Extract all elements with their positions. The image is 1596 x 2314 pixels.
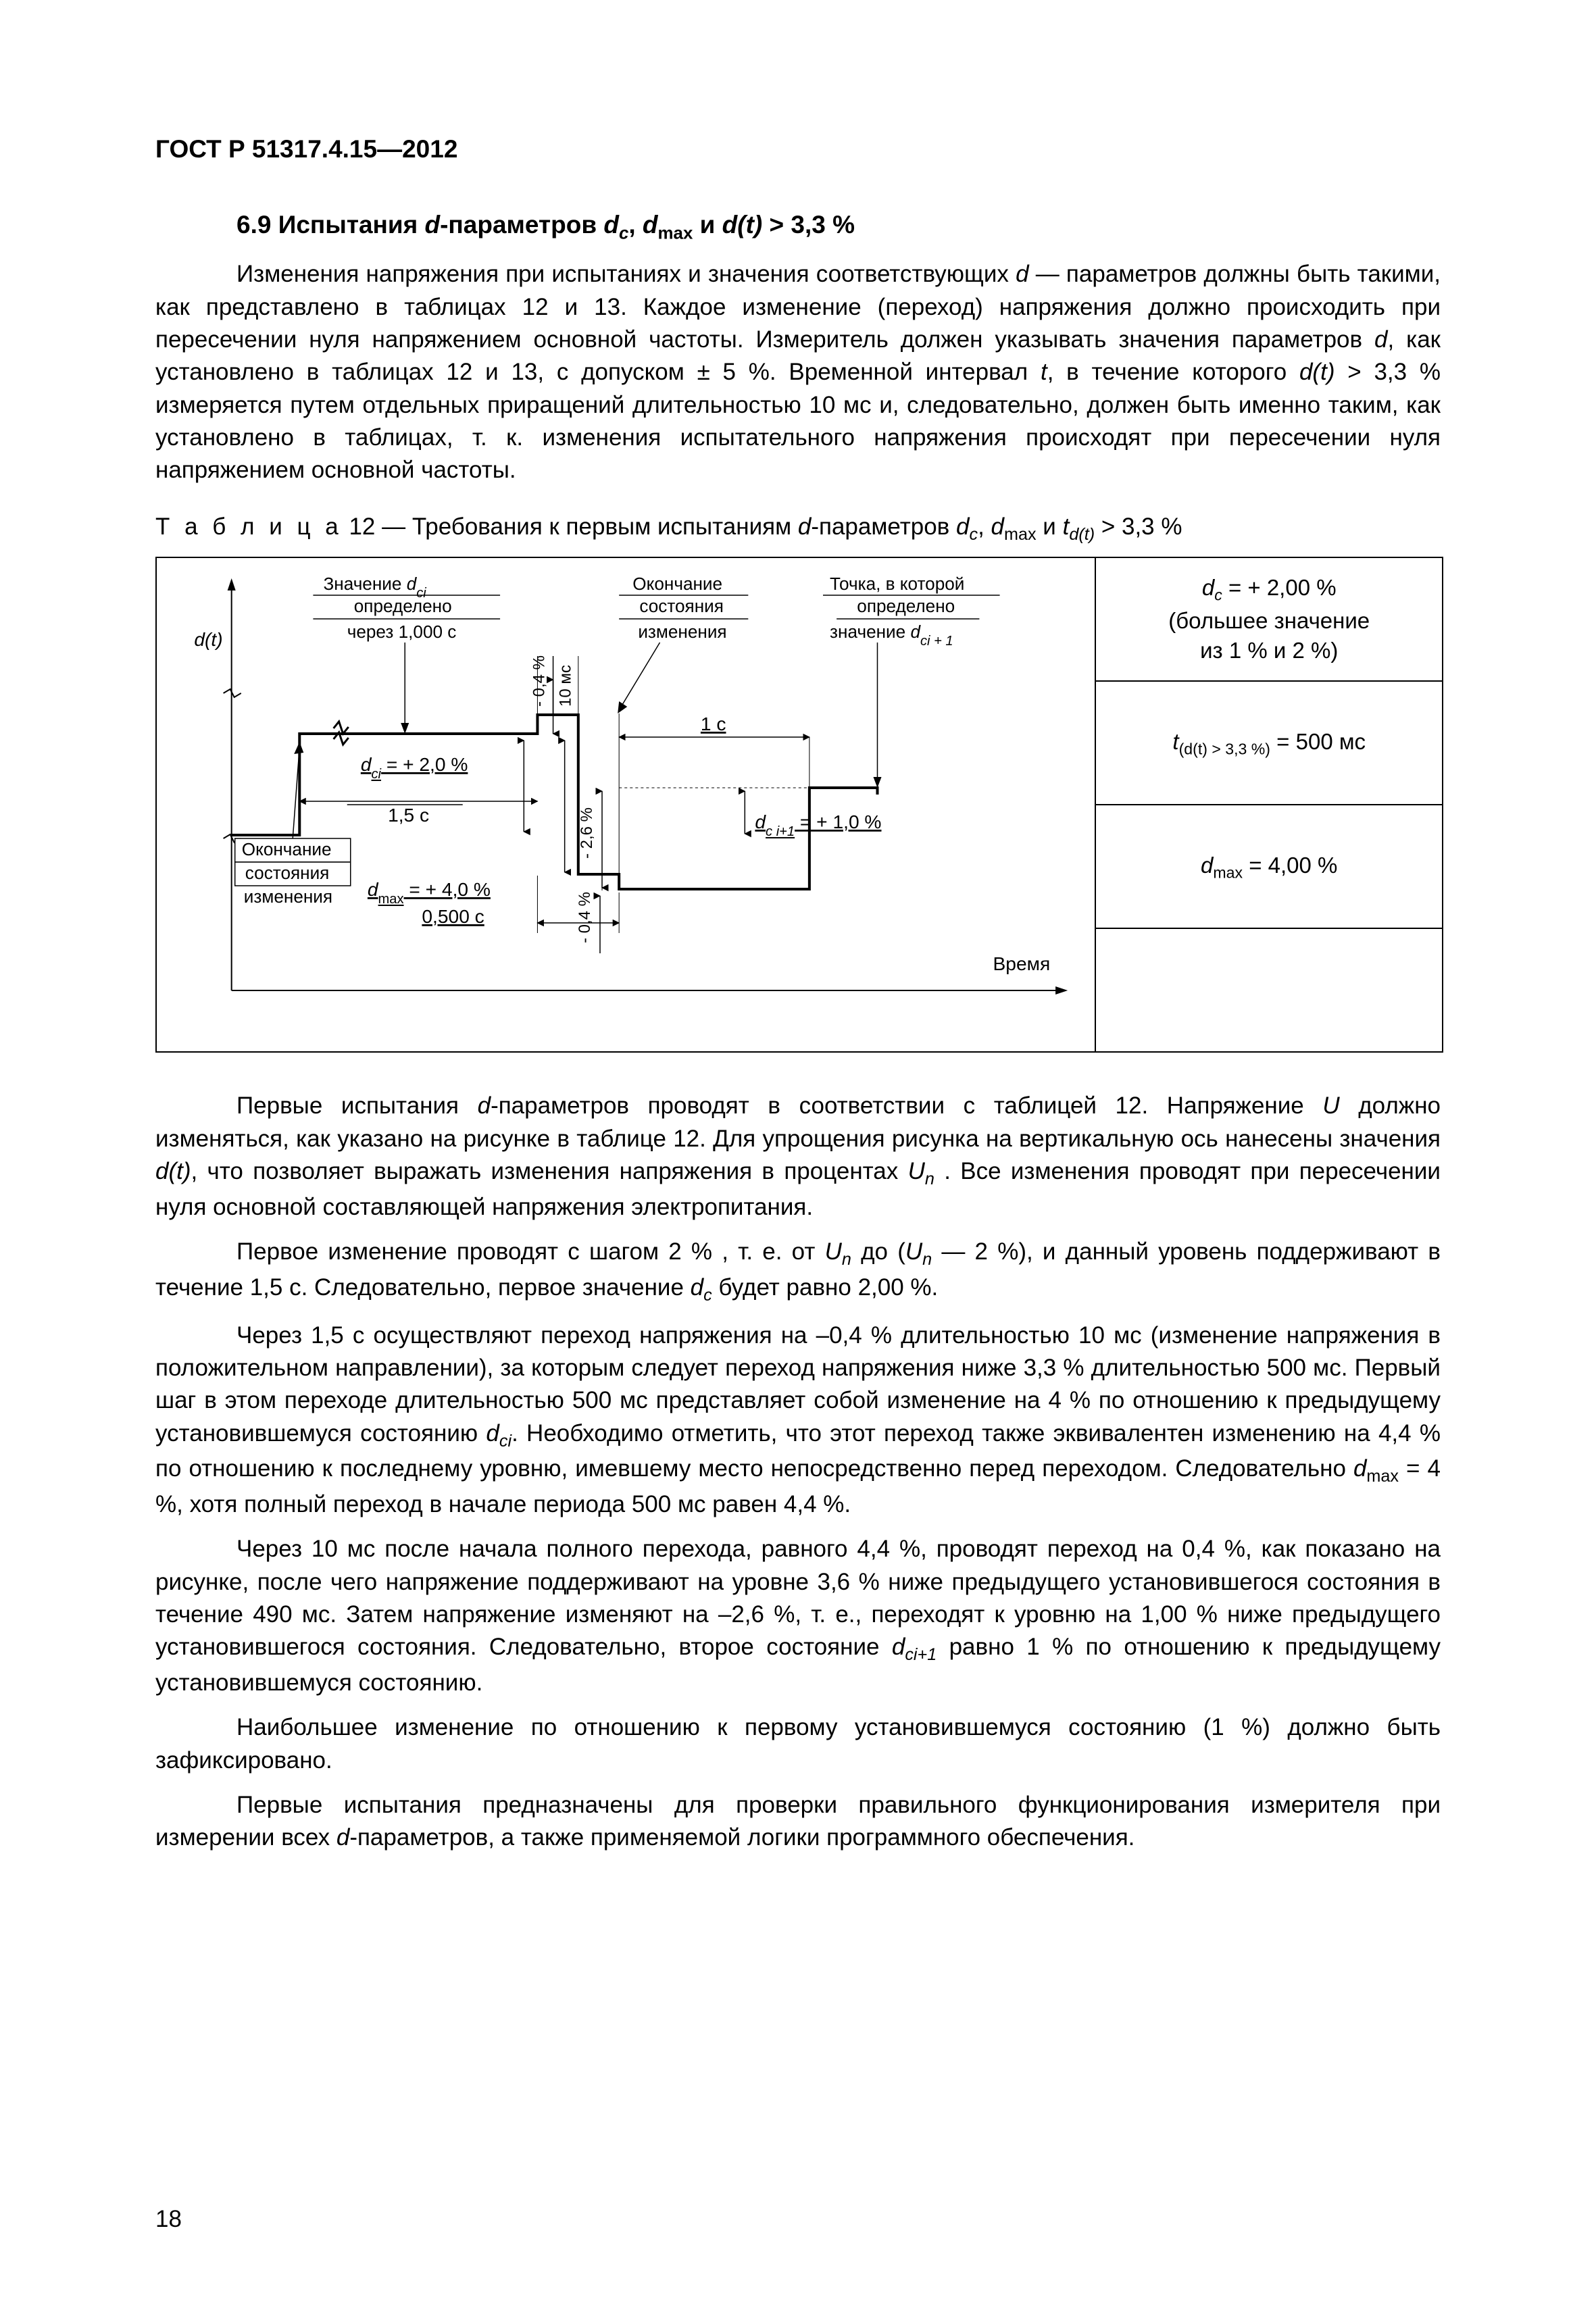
para-2: Первые испытания d-параметров проводят в…	[155, 1090, 1441, 1224]
figure-cell: d(t) Время Значение dci определено через…	[157, 558, 1096, 1051]
section-heading: 6.9 Испытания d-параметров dc, dmax и d(…	[236, 211, 1441, 243]
side-row-4	[1096, 929, 1442, 1051]
svg-text:dci = + 2,0 %: dci = + 2,0 %	[361, 755, 468, 782]
page-number: 18	[155, 2206, 182, 2233]
table-12-caption: Т а б л и ц а 12 — Требования к первым и…	[155, 513, 1441, 545]
svg-text:определено: определено	[354, 597, 452, 617]
svg-text:- 0,4 %: - 0,4 %	[576, 892, 594, 943]
doc-header: ГОСТ Р 51317.4.15—2012	[155, 135, 1441, 164]
para-7: Первые испытания предназначены для прове…	[155, 1789, 1441, 1855]
svg-text:Окончание: Окончание	[632, 574, 722, 595]
para-6: Наибольшее изменение по отношению к перв…	[155, 1711, 1441, 1777]
svg-text:10 мс: 10 мс	[557, 665, 575, 707]
side-row-2: t(d(t) > 3,3 %) = 500 мс	[1096, 682, 1442, 805]
para-5: Через 10 мс после начала полного переход…	[155, 1533, 1441, 1699]
d-parameter-diagram: d(t) Время Значение dci определено через…	[157, 558, 1095, 1051]
svg-text:состояния: состояния	[245, 863, 330, 884]
svg-text:изменения: изменения	[244, 887, 332, 907]
svg-text:Время: Время	[993, 954, 1051, 975]
section-number: 6.9	[236, 211, 271, 238]
svg-text:- 0,4 %: - 0,4 %	[530, 655, 548, 707]
para-1: Изменения напряжения при испытаниях и зн…	[155, 258, 1441, 486]
svg-text:dmax = + 4,0 %: dmax = + 4,0 %	[368, 880, 491, 907]
side-values: dc = + 2,00 % (большее значение из 1 % и…	[1096, 558, 1442, 1051]
table-12: d(t) Время Значение dci определено через…	[155, 557, 1443, 1053]
svg-text:состояния: состояния	[639, 597, 724, 617]
side-row-1: dc = + 2,00 % (большее значение из 1 % и…	[1096, 558, 1442, 682]
svg-text:изменения: изменения	[638, 622, 726, 643]
svg-text:d(t): d(t)	[194, 630, 222, 651]
side-row-3: dmax = 4,00 %	[1096, 805, 1442, 929]
svg-text:1,5 с: 1,5 с	[388, 805, 429, 826]
svg-text:значение dci + 1: значение dci + 1	[830, 622, 953, 649]
para-4: Через 1,5 с осуществляют переход напряже…	[155, 1319, 1441, 1521]
svg-text:- 2,6 %: - 2,6 %	[578, 807, 596, 859]
svg-text:определено: определено	[857, 597, 955, 617]
svg-text:1 с: 1 с	[701, 714, 726, 735]
para-3: Первое изменение проводят с шагом 2 % , …	[155, 1236, 1441, 1307]
svg-text:0,500 с: 0,500 с	[422, 907, 484, 928]
svg-text:dc i+1 = + 1,0 %: dc i+1 = + 1,0 %	[755, 812, 881, 840]
svg-text:через 1,000 с: через 1,000 с	[347, 622, 457, 643]
svg-text:Окончание: Окончание	[242, 840, 332, 860]
svg-text:Точка, в которой: Точка, в которой	[830, 574, 964, 595]
